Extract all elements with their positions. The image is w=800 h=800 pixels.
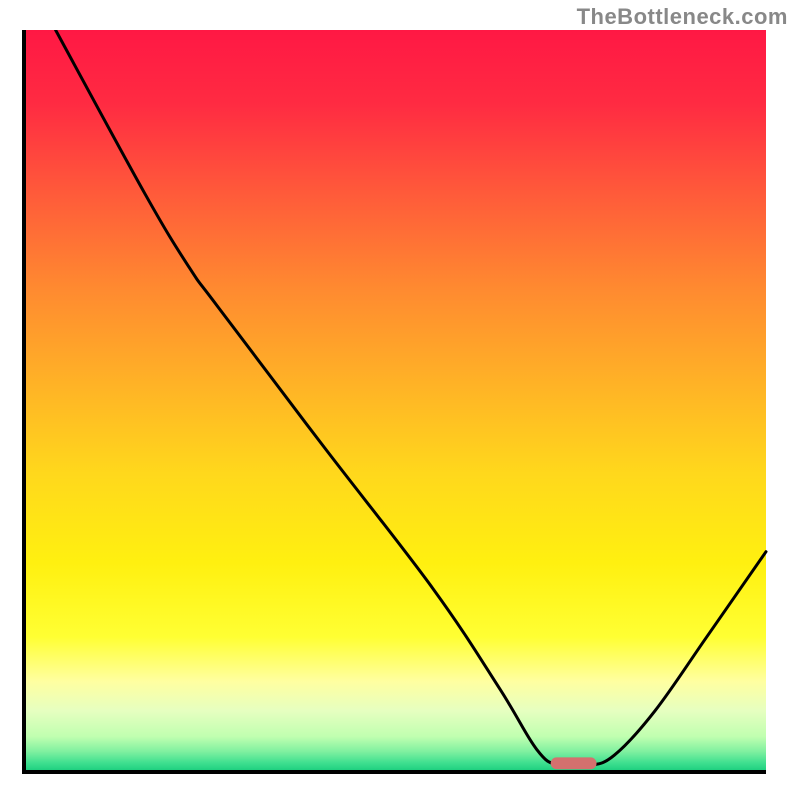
chart-background [26, 30, 766, 770]
watermark-text: TheBottleneck.com [577, 4, 788, 30]
y-axis [22, 30, 26, 774]
x-axis [22, 770, 766, 774]
chart-svg [22, 30, 778, 786]
bottleneck-chart [22, 30, 778, 786]
optimal-marker [551, 757, 597, 769]
